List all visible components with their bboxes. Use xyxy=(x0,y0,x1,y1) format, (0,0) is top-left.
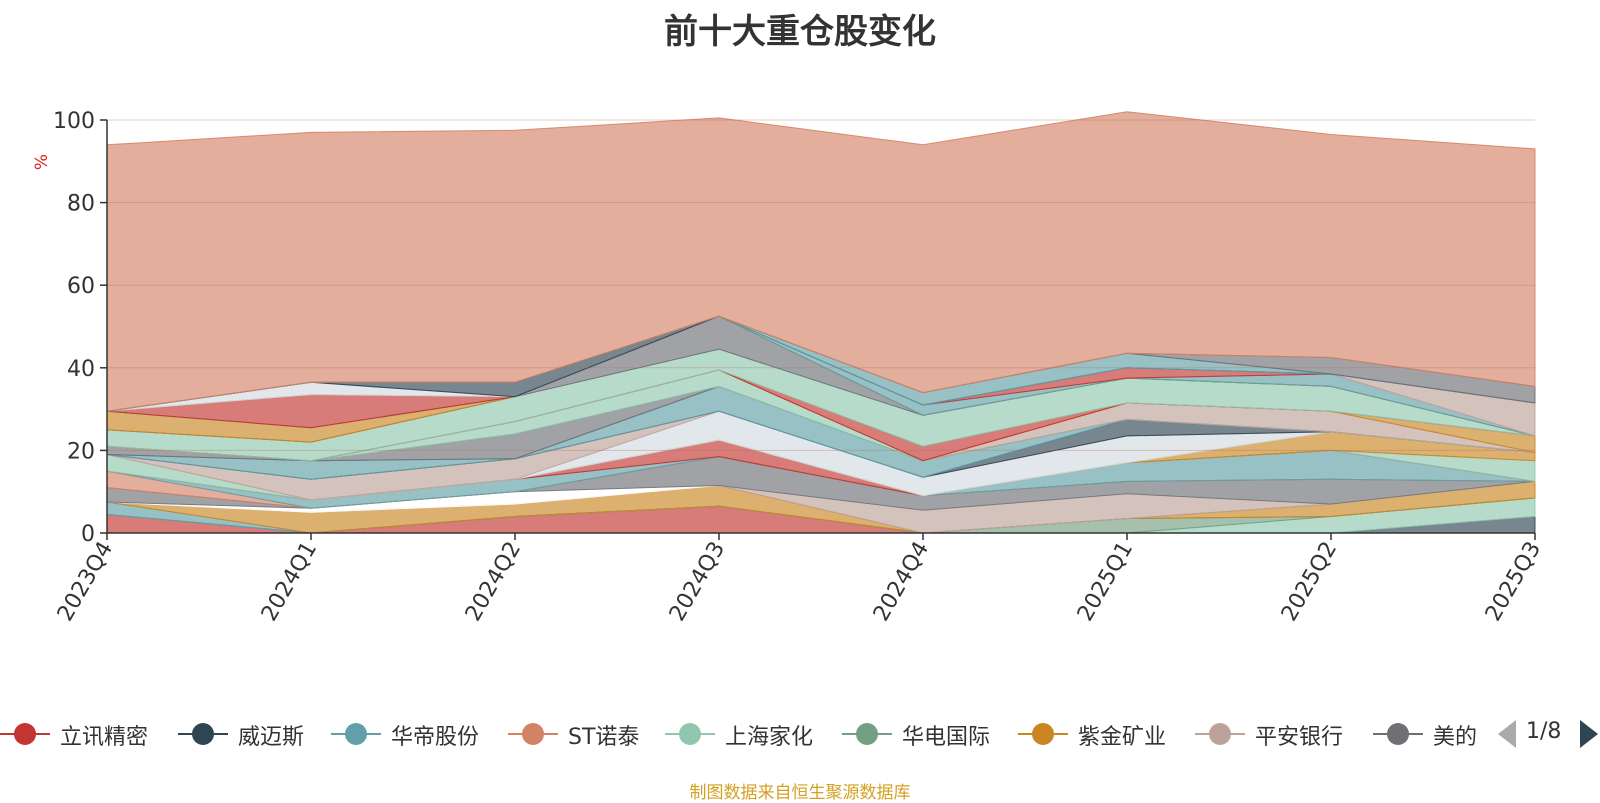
legend-dot-icon xyxy=(14,723,36,745)
legend-dot-icon xyxy=(679,723,701,745)
x-tick-label-2024Q3: 2024Q3 xyxy=(665,538,730,626)
legend-item-1[interactable]: 立讯精密 xyxy=(0,712,178,756)
legend-item-7[interactable]: 紫金矿业 xyxy=(1018,712,1195,756)
x-tick-label-2024Q4: 2024Q4 xyxy=(869,538,934,626)
legend-dot-icon xyxy=(522,723,544,745)
chart-title: 前十大重仓股变化 xyxy=(664,12,936,52)
legend-label: 华电国际 xyxy=(902,725,991,750)
x-tick-label-2025Q1: 2025Q1 xyxy=(1073,538,1138,626)
legend: 立讯精密 威迈斯 华帝股份 ST诺泰 上海家化 华电国际 紫金矿业 平安银行 美的 xyxy=(0,712,1600,756)
legend-label: 平安银行 xyxy=(1255,725,1344,750)
legend-label: 威迈斯 xyxy=(238,725,305,750)
x-tick-label-2024Q1: 2024Q1 xyxy=(257,538,322,626)
legend-dot-icon xyxy=(1032,723,1054,745)
legend-label: 立讯精密 xyxy=(60,725,149,750)
legend-label: 紫金矿业 xyxy=(1078,725,1167,750)
area-series-group xyxy=(106,111,1536,534)
legend-dot-icon xyxy=(192,723,214,745)
x-tick-label-2023Q4: 2023Q4 xyxy=(53,538,118,626)
area-series-34 xyxy=(106,111,1536,412)
y-tick-label-60: 60 xyxy=(67,274,95,299)
legend-item-5[interactable]: 上海家化 xyxy=(665,712,842,756)
data-source-note: 制图数据来自恒生聚源数据库 xyxy=(689,783,911,803)
legend-pager: 1/8 xyxy=(1498,712,1600,756)
grid-lines xyxy=(107,119,1535,451)
legend-item-4[interactable]: ST诺泰 xyxy=(508,712,665,756)
legend-label: 上海家化 xyxy=(725,725,814,750)
legend-label: 美的 xyxy=(1433,725,1478,750)
legend-item-6[interactable]: 华电国际 xyxy=(842,712,1018,756)
legend-dot-icon xyxy=(856,723,878,745)
legend-item-3[interactable]: 华帝股份 xyxy=(331,712,508,756)
y-tick-label-40: 40 xyxy=(67,357,95,382)
x-tick-label-2024Q2: 2024Q2 xyxy=(461,538,526,626)
legend-dot-icon xyxy=(1387,723,1409,745)
legend-prev-page-icon[interactable] xyxy=(1498,720,1516,748)
y-tick-label-0: 0 xyxy=(81,522,95,547)
legend-item-2[interactable]: 威迈斯 xyxy=(178,712,331,756)
legend-item-9[interactable]: 美的 xyxy=(1373,712,1493,756)
legend-item-8[interactable]: 平安银行 xyxy=(1195,712,1373,756)
legend-label: 华帝股份 xyxy=(391,725,480,750)
legend-label: ST诺泰 xyxy=(568,725,640,750)
legend-next-page-icon[interactable] xyxy=(1580,720,1598,748)
y-tick-label-20: 20 xyxy=(67,439,95,464)
legend-dot-icon xyxy=(345,723,367,745)
x-tick-label-2025Q2: 2025Q2 xyxy=(1277,538,1342,626)
legend-dot-icon xyxy=(1209,723,1231,745)
y-axis-unit-label: % xyxy=(32,153,53,171)
x-tick-label-2025Q3: 2025Q3 xyxy=(1481,538,1546,626)
y-tick-label-80: 80 xyxy=(67,192,95,217)
legend-page-indicator: 1/8 xyxy=(1526,719,1562,744)
y-tick-label-100: 100 xyxy=(53,109,95,134)
